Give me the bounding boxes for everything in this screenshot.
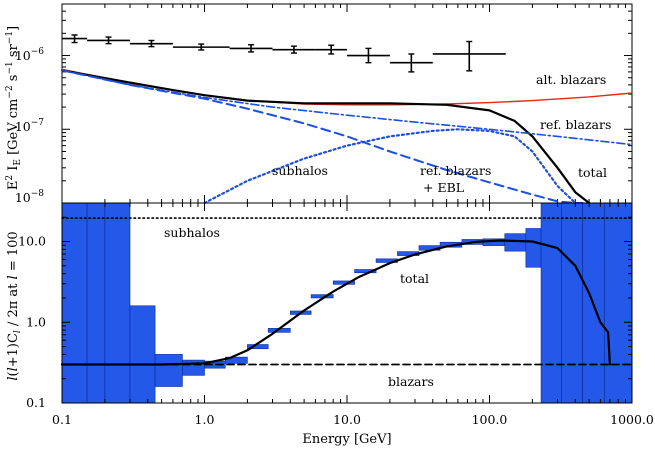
data-point	[389, 53, 433, 73]
data-point	[432, 40, 506, 72]
cl-error-box	[86, 202, 106, 404]
data-point	[229, 44, 273, 53]
top-curve-ref-blazars-ebl-line	[61, 69, 584, 204]
top-curves	[60, 68, 633, 205]
bottom-x-tick-labels: 0.1 1.0 10.0 100.0 1000.0	[52, 412, 654, 427]
bottom-y-tick-labels: 0.1 1.0 10.0	[18, 234, 46, 410]
top-ytick-label: 10−6	[15, 47, 44, 63]
top-y-tick-labels: 10−8 10−7 10−6	[15, 47, 44, 205]
annotation-subhalos-top: subhalos	[272, 163, 328, 178]
top-curve-total-line	[60, 69, 591, 205]
x-tick-label: 0.1	[52, 412, 72, 427]
y-tick-label: 0.1	[26, 395, 46, 410]
annotation-blazars: blazars	[388, 374, 434, 389]
cl-error-box	[154, 354, 183, 387]
bottom-y-axis-label: l(l+1)Cl / 2π at l = 100	[6, 231, 23, 380]
bottom-axis-ticks	[61, 202, 632, 404]
annotation-total-top: total	[578, 165, 607, 180]
cl-error-box	[561, 202, 583, 404]
annotation-total-bottom: total	[400, 271, 429, 286]
cl-error-box	[504, 233, 527, 252]
top-curve-ref-blazars-line	[61, 69, 633, 146]
bottom-x-axis-label: Energy [GeV]	[302, 432, 391, 447]
top-data-points	[62, 34, 506, 73]
top-curve-subhalos-line	[203, 128, 577, 205]
x-tick-label: 100.0	[472, 412, 508, 427]
annotation-ref-blazars-ebl: ref. blazars	[420, 163, 491, 178]
data-point	[129, 39, 173, 48]
bottom-panel: 0.1 1.0 10.0 100.0 1000.0 0.1 1.0 10.0 Energy …	[6, 202, 654, 447]
cl-error-box	[129, 305, 156, 404]
top-ytick-label: 10−7	[15, 118, 44, 134]
data-point	[272, 45, 316, 54]
top-panel: 10−8 10−7 10−6 E2 IE [GeV cm−2 s−1 sr−1]…	[5, 3, 633, 205]
cl-error-box	[61, 202, 88, 404]
data-point	[87, 36, 130, 45]
cl-error-box	[525, 228, 542, 268]
bottom-error-boxes	[61, 202, 633, 404]
y-tick-label: 10.0	[18, 234, 46, 249]
top-y-axis-label: E2 IE [GeV cm−2 s−1 sr−1]	[5, 26, 23, 190]
annotation-ref-blazars: ref. blazars	[540, 117, 611, 132]
bottom-curve-total-line	[60, 239, 612, 366]
data-point	[315, 44, 347, 55]
cl-error-box	[104, 202, 131, 404]
annotation-subhalos-bottom: subhalos	[164, 225, 220, 240]
bottom-curves	[60, 217, 633, 366]
cl-error-box	[225, 356, 248, 364]
x-tick-label: 1000.0	[610, 412, 654, 427]
y-tick-label: 1.0	[26, 314, 46, 329]
cl-error-box	[310, 294, 334, 299]
data-point	[347, 47, 390, 64]
cl-error-box	[540, 202, 562, 404]
data-point	[62, 34, 88, 44]
cl-error-box	[604, 202, 633, 404]
annotation-alt-blazars: alt. blazars	[536, 72, 606, 87]
data-point	[172, 43, 230, 51]
x-tick-label: 1.0	[195, 412, 215, 427]
top-ytick-label: 10−8	[15, 189, 44, 205]
cl-error-box	[354, 269, 377, 274]
x-tick-label: 10.0	[333, 412, 361, 427]
annotation-ref-blazars-ebl-2: + EBL	[423, 180, 464, 195]
